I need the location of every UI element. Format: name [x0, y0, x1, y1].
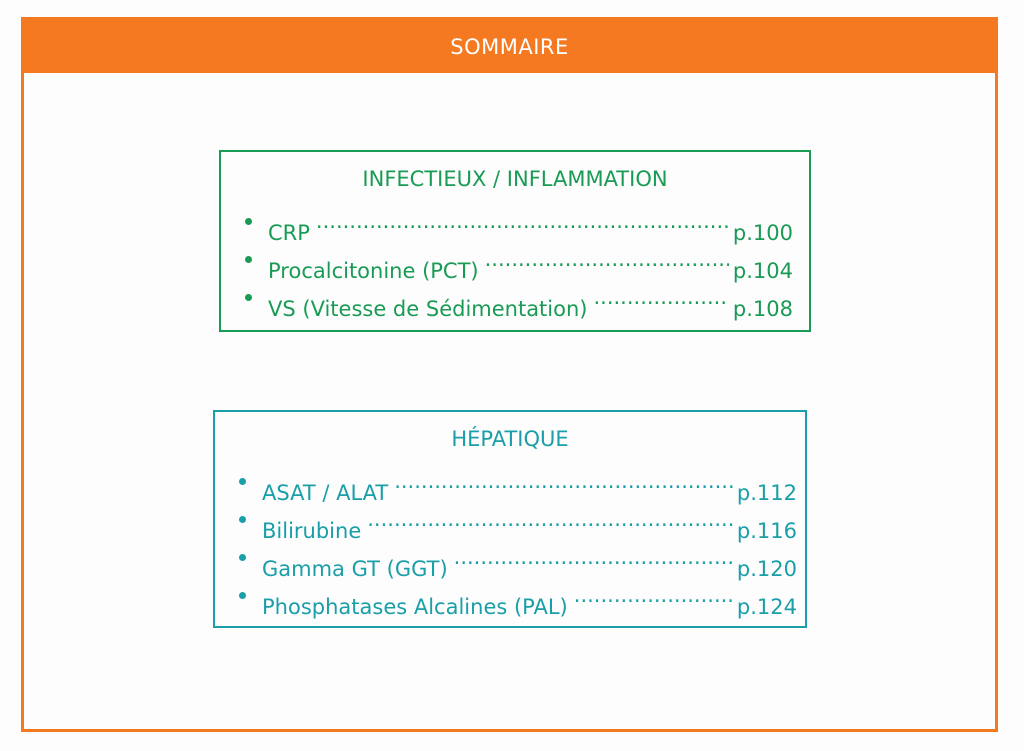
bullet-icon: [239, 592, 246, 599]
entry-label: Gamma GT (GGT): [262, 557, 448, 581]
section-hepatique: HÉPATIQUE ASAT / ALAT p.112 Bilirubine p…: [213, 410, 807, 628]
bullet-icon: [239, 554, 246, 561]
entry-page: p.100: [732, 221, 793, 245]
toc-entry-crp[interactable]: CRP p.100: [221, 202, 809, 245]
page-title: SOMMAIRE: [450, 34, 569, 59]
entry-list: CRP p.100 Procalcitonine (PCT) p.104 VS …: [221, 202, 809, 321]
toc-entry-pct[interactable]: Procalcitonine (PCT) p.104: [221, 240, 809, 283]
entry-page: p.124: [736, 595, 797, 619]
bullet-icon: [245, 256, 252, 263]
bullet-icon: [245, 218, 252, 225]
toc-entry-bilirubine[interactable]: Bilirubine p.116: [215, 500, 805, 543]
toc-entry-ggt[interactable]: Gamma GT (GGT) p.120: [215, 538, 805, 581]
summary-header: SOMMAIRE: [24, 20, 995, 73]
entry-label: CRP: [268, 221, 310, 245]
bullet-icon: [239, 516, 246, 523]
bullet-icon: [239, 478, 246, 485]
toc-entry-pal[interactable]: Phosphatases Alcalines (PAL) p.124: [215, 576, 805, 619]
entry-page: p.112: [736, 481, 797, 505]
entry-label: Bilirubine: [262, 519, 362, 543]
bullet-icon: [245, 294, 252, 301]
section-infectieux: INFECTIEUX / INFLAMMATION CRP p.100 Proc…: [219, 150, 811, 332]
dot-leader: [394, 462, 733, 500]
section-title: HÉPATIQUE: [451, 427, 569, 451]
dot-leader: [574, 576, 733, 614]
toc-entry-vs[interactable]: VS (Vitesse de Sédimentation) p.108: [221, 278, 809, 321]
entry-page: p.116: [736, 519, 797, 543]
entry-label: Phosphatases Alcalines (PAL): [262, 595, 568, 619]
entry-page: p.108: [732, 297, 793, 321]
dot-leader: [593, 278, 728, 316]
entry-page: p.120: [736, 557, 797, 581]
dot-leader: [454, 538, 733, 576]
entry-list: ASAT / ALAT p.112 Bilirubine p.116 Gamma…: [215, 462, 805, 619]
entry-label: VS (Vitesse de Sédimentation): [268, 297, 588, 321]
entry-label: Procalcitonine (PCT): [268, 259, 479, 283]
dot-leader: [485, 240, 729, 278]
entry-page: p.104: [732, 259, 793, 283]
dot-leader: [367, 500, 733, 538]
summary-frame: SOMMAIRE INFECTIEUX / INFLAMMATION CRP p…: [21, 17, 998, 732]
dot-leader: [316, 202, 729, 240]
toc-entry-asat-alat[interactable]: ASAT / ALAT p.112: [215, 462, 805, 505]
section-title: INFECTIEUX / INFLAMMATION: [362, 167, 668, 191]
